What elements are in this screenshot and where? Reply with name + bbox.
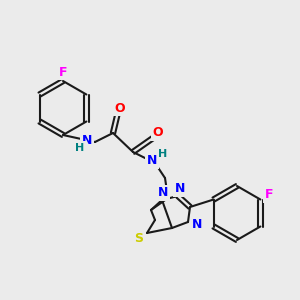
- Text: F: F: [59, 65, 67, 79]
- Text: N: N: [192, 218, 202, 230]
- Text: N: N: [175, 182, 185, 196]
- Text: H: H: [75, 143, 85, 153]
- Text: O: O: [153, 127, 163, 140]
- Text: F: F: [265, 188, 274, 201]
- Text: O: O: [115, 101, 125, 115]
- Text: H: H: [158, 149, 168, 159]
- Text: N: N: [158, 187, 168, 200]
- Text: N: N: [147, 154, 157, 167]
- Text: N: N: [82, 134, 92, 146]
- Text: S: S: [134, 232, 143, 244]
